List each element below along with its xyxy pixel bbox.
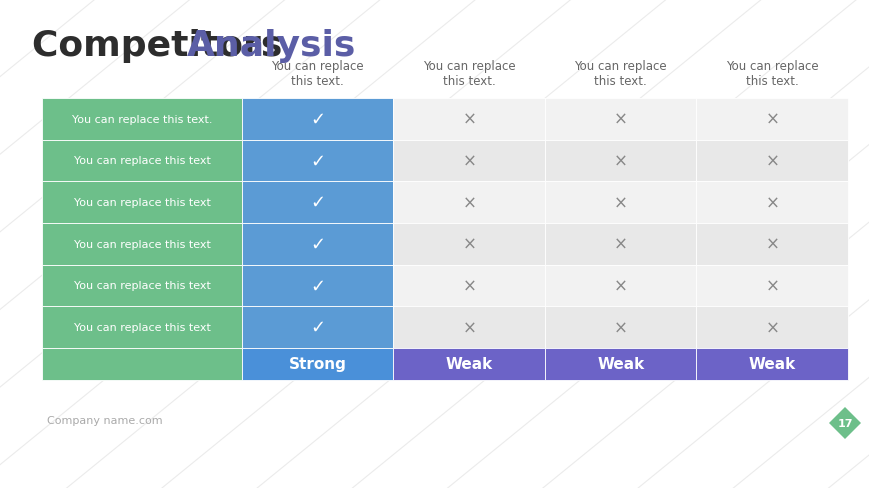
Text: ×: × [765,111,779,128]
Text: You can replace this text: You can replace this text [74,198,210,208]
Bar [393,348,544,380]
Text: ×: × [614,152,627,170]
Text: ×: × [765,235,779,253]
Text: ×: × [461,111,475,128]
Text: ✓: ✓ [310,111,325,128]
Text: ×: × [614,194,627,212]
Text: ✓: ✓ [310,277,325,295]
Text: ×: × [461,319,475,337]
Bar [393,141,544,182]
Text: You can replace
this text.: You can replace this text. [574,60,667,88]
Bar [42,182,242,224]
Bar [696,224,847,265]
Bar [696,306,847,348]
Text: ×: × [614,235,627,253]
Text: ×: × [765,319,779,337]
Bar [544,306,696,348]
Text: Competitors: Competitors [32,29,295,63]
Text: 17: 17 [836,418,852,428]
Text: Weak: Weak [596,357,644,372]
Bar [42,99,242,141]
Text: You can replace this text: You can replace this text [74,156,210,166]
Bar [242,182,393,224]
Text: You can replace this text: You can replace this text [74,323,210,332]
Text: ×: × [614,111,627,128]
Text: Strong: Strong [289,357,346,372]
Bar [42,348,242,380]
Bar [42,224,242,265]
Bar [242,306,393,348]
Bar [544,265,696,306]
Text: ×: × [461,277,475,295]
Bar [42,265,242,306]
Text: ×: × [461,152,475,170]
Text: ✓: ✓ [310,194,325,212]
Bar [544,182,696,224]
Polygon shape [828,407,860,439]
Bar [544,224,696,265]
Bar [42,141,242,182]
Text: Analysis: Analysis [187,29,356,63]
Bar [242,141,393,182]
Bar [242,224,393,265]
Text: You can replace
this text.: You can replace this text. [422,60,515,88]
Text: ✓: ✓ [310,319,325,337]
Text: Weak: Weak [445,357,493,372]
Text: Weak: Weak [747,357,795,372]
Text: ×: × [614,277,627,295]
Bar [544,348,696,380]
Text: ×: × [765,277,779,295]
Bar [242,348,393,380]
Text: You can replace this text.: You can replace this text. [71,115,212,124]
Bar [696,182,847,224]
Bar [393,99,544,141]
Text: Company name.com: Company name.com [47,415,163,425]
Text: ×: × [765,194,779,212]
Bar [696,99,847,141]
Text: ×: × [614,319,627,337]
Bar [696,348,847,380]
Text: ×: × [765,152,779,170]
Bar [544,99,696,141]
Bar [393,182,544,224]
Bar [242,99,393,141]
Bar [544,141,696,182]
Bar [42,306,242,348]
Bar [242,265,393,306]
Text: ✓: ✓ [310,152,325,170]
Bar [696,141,847,182]
Text: ✓: ✓ [310,235,325,253]
Bar [393,224,544,265]
Text: You can replace
this text.: You can replace this text. [725,60,818,88]
Bar [696,265,847,306]
Bar [393,306,544,348]
Text: ×: × [461,194,475,212]
Bar [393,265,544,306]
Text: You can replace this text: You can replace this text [74,281,210,291]
Text: You can replace
this text.: You can replace this text. [271,60,363,88]
Text: You can replace this text: You can replace this text [74,239,210,249]
Text: ×: × [461,235,475,253]
